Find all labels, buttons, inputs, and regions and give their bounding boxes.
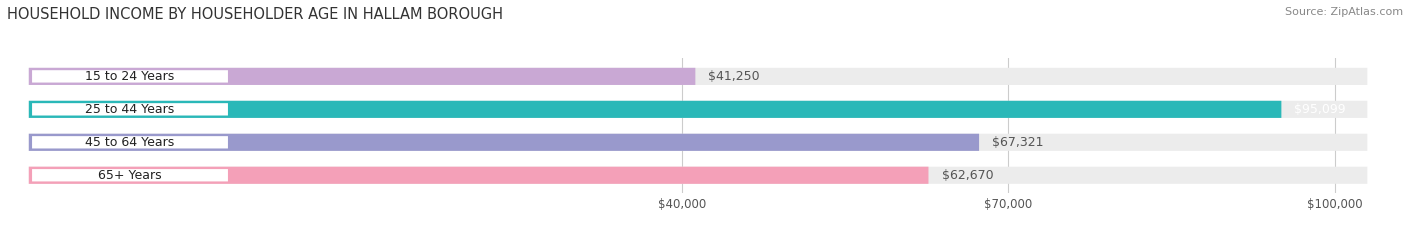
FancyBboxPatch shape [28, 167, 928, 184]
FancyBboxPatch shape [28, 68, 696, 85]
FancyBboxPatch shape [28, 134, 979, 151]
FancyBboxPatch shape [32, 103, 228, 116]
Text: Source: ZipAtlas.com: Source: ZipAtlas.com [1285, 7, 1403, 17]
Text: $62,670: $62,670 [942, 169, 993, 182]
Text: HOUSEHOLD INCOME BY HOUSEHOLDER AGE IN HALLAM BOROUGH: HOUSEHOLD INCOME BY HOUSEHOLDER AGE IN H… [7, 7, 503, 22]
FancyBboxPatch shape [28, 134, 1368, 151]
Text: $95,099: $95,099 [1295, 103, 1346, 116]
FancyBboxPatch shape [32, 70, 228, 82]
Text: 45 to 64 Years: 45 to 64 Years [86, 136, 174, 149]
FancyBboxPatch shape [32, 136, 228, 148]
Text: $41,250: $41,250 [709, 70, 761, 83]
Text: 15 to 24 Years: 15 to 24 Years [86, 70, 174, 83]
FancyBboxPatch shape [28, 167, 1368, 184]
FancyBboxPatch shape [28, 101, 1368, 118]
Text: 65+ Years: 65+ Years [98, 169, 162, 182]
Text: 25 to 44 Years: 25 to 44 Years [86, 103, 174, 116]
FancyBboxPatch shape [28, 68, 1368, 85]
FancyBboxPatch shape [32, 169, 228, 182]
Text: $67,321: $67,321 [993, 136, 1043, 149]
FancyBboxPatch shape [28, 101, 1281, 118]
